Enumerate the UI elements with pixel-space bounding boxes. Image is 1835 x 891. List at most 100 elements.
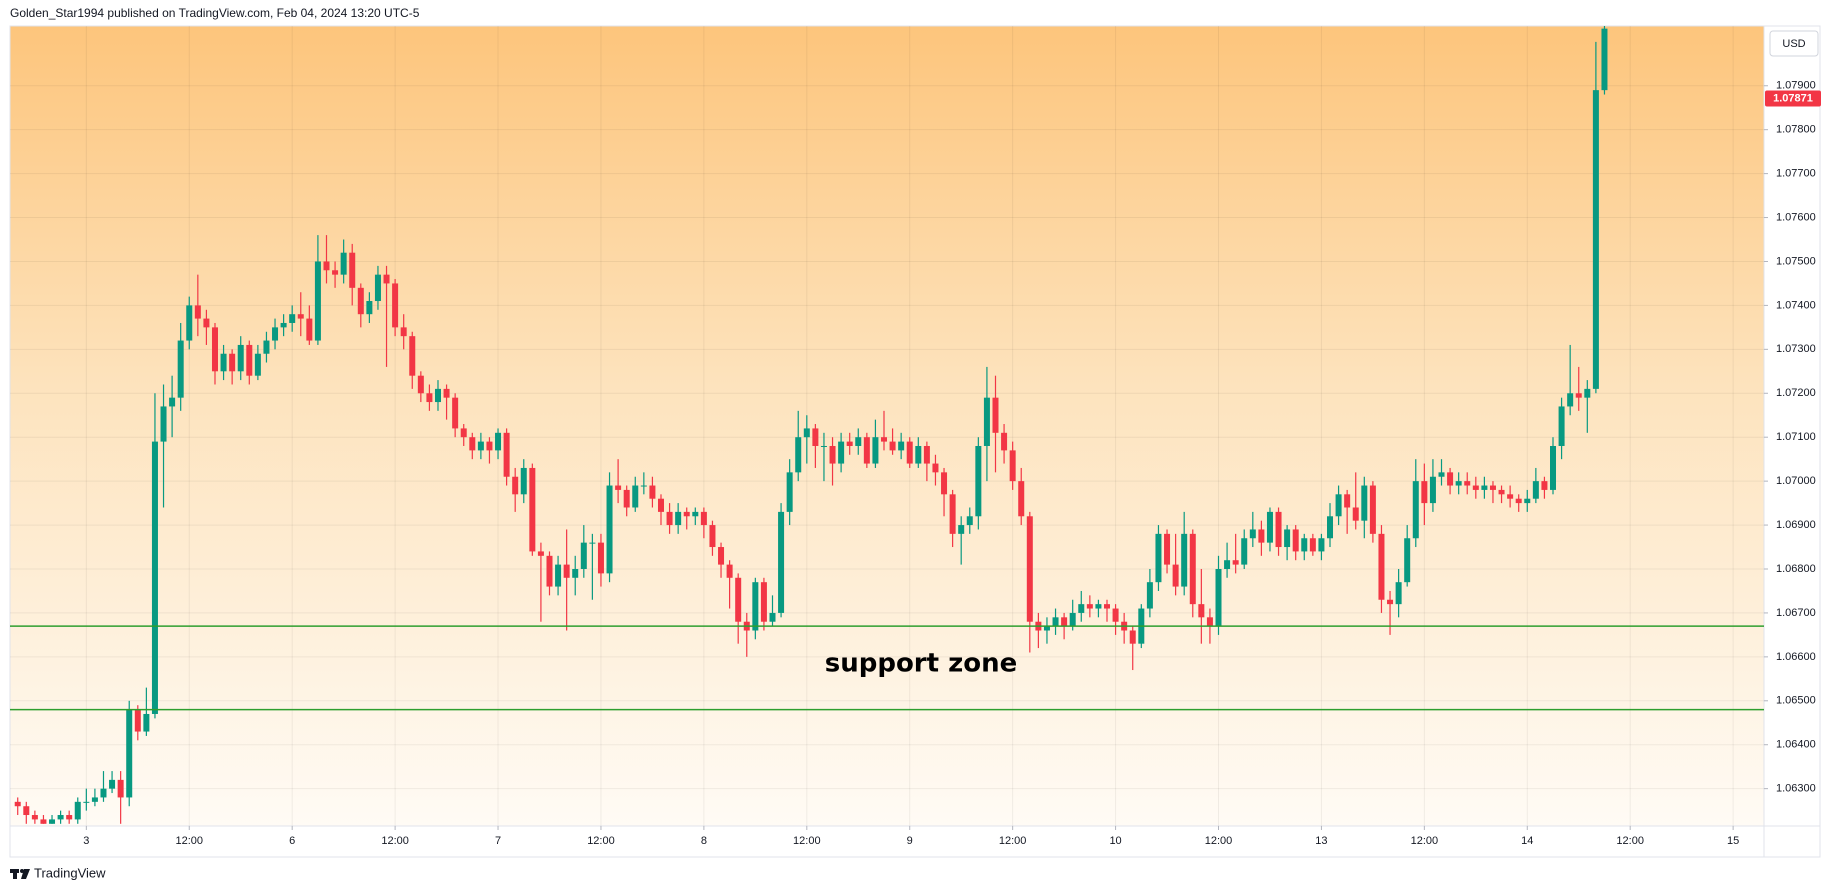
candle-body xyxy=(889,441,896,451)
candle-body xyxy=(752,582,759,631)
candle-body xyxy=(1429,476,1436,504)
candle-body xyxy=(1404,538,1411,583)
candle-body xyxy=(31,815,38,820)
candle-body xyxy=(1292,529,1299,552)
candle-body xyxy=(563,564,570,578)
candle-body xyxy=(657,498,664,512)
candle-body xyxy=(1541,481,1548,490)
candle-body xyxy=(366,301,373,315)
candle-body xyxy=(417,375,424,394)
candle-body xyxy=(829,445,836,464)
candle-body xyxy=(812,428,819,446)
candle-body xyxy=(778,511,785,613)
candle-body xyxy=(1515,498,1522,504)
candle-body xyxy=(49,819,56,824)
y-tick-label: 1.06700 xyxy=(1776,607,1816,619)
y-tick-label: 1.06300 xyxy=(1776,783,1816,795)
currency-label[interactable]: USD xyxy=(1782,38,1805,50)
candle-body xyxy=(263,340,270,354)
candle-body xyxy=(254,353,261,376)
candle-body xyxy=(1181,533,1188,587)
x-tick-label: 6 xyxy=(289,835,295,847)
x-tick-label: 10 xyxy=(1109,835,1121,847)
candle-body xyxy=(640,485,647,487)
candle-body xyxy=(117,779,124,798)
candle-body xyxy=(580,542,587,569)
candle-body xyxy=(426,393,433,403)
candle-body xyxy=(1558,406,1565,446)
candle-body xyxy=(520,467,527,495)
footer-logo xyxy=(10,869,30,879)
candle-body xyxy=(1464,481,1471,486)
candle-body xyxy=(1481,485,1488,490)
x-tick-label: 7 xyxy=(495,835,501,847)
candle-body xyxy=(941,472,948,495)
candle-body xyxy=(615,485,622,490)
candle-body xyxy=(74,801,81,820)
candle-body xyxy=(83,801,90,803)
candle-body xyxy=(597,542,604,574)
candle-body xyxy=(469,437,476,451)
footer-brand: TradingView xyxy=(34,865,106,880)
candle-body xyxy=(1498,489,1505,495)
candle-body xyxy=(1095,604,1102,609)
x-tick-label: 12:00 xyxy=(1205,835,1233,847)
y-tick-label: 1.06600 xyxy=(1776,651,1816,663)
candle-body xyxy=(314,261,321,341)
currency-button[interactable] xyxy=(1769,30,1819,57)
candle-body xyxy=(1241,538,1248,565)
candle-body xyxy=(983,397,990,446)
candle-body xyxy=(1009,450,1016,482)
x-tick-label: 12:00 xyxy=(793,835,821,847)
candle-body xyxy=(1369,485,1376,534)
candle-body xyxy=(786,472,793,512)
candle-body xyxy=(332,270,339,275)
candle-body xyxy=(434,388,441,403)
candle-body xyxy=(1421,481,1428,504)
candle-body xyxy=(383,274,390,284)
x-tick-label: 12:00 xyxy=(1411,835,1439,847)
candle-body xyxy=(769,612,776,622)
candle-body xyxy=(1550,445,1557,490)
candle-body xyxy=(898,441,905,451)
candle-body xyxy=(683,511,690,517)
byline: Golden_Star1994 published on TradingView… xyxy=(10,6,420,20)
x-tick-label: 12:00 xyxy=(175,835,203,847)
candle-body xyxy=(606,485,613,574)
candle-body xyxy=(220,353,227,372)
candle-body xyxy=(966,516,973,526)
candle-body xyxy=(1275,511,1282,548)
candle-body xyxy=(1447,472,1454,486)
candle-body xyxy=(1215,568,1222,627)
x-tick-label: 3 xyxy=(83,835,89,847)
y-tick-label: 1.06900 xyxy=(1776,519,1816,531)
candle-body xyxy=(1592,90,1599,389)
candle-body xyxy=(246,344,253,376)
candle-body xyxy=(1001,432,1008,451)
candle-body xyxy=(1378,533,1385,600)
candle-body xyxy=(512,476,519,495)
candle-body xyxy=(151,441,158,714)
candle-body xyxy=(537,551,544,556)
candle-body xyxy=(1112,608,1119,622)
candle-body xyxy=(846,441,853,446)
candle-body xyxy=(186,305,193,341)
candle-body xyxy=(1258,529,1265,543)
candle-body xyxy=(760,582,767,622)
candle-body xyxy=(357,287,364,315)
candle-body xyxy=(1352,507,1359,521)
candle-body xyxy=(692,511,699,517)
candle-body xyxy=(718,547,725,565)
candle-body xyxy=(169,397,176,407)
candle-body xyxy=(709,525,716,548)
candle-body xyxy=(477,441,484,451)
candle-body xyxy=(1232,560,1239,565)
candle-body xyxy=(975,445,982,517)
candle-body xyxy=(1146,582,1153,609)
y-tick-label: 1.07500 xyxy=(1776,255,1816,267)
candle-body xyxy=(529,467,536,552)
candle-body xyxy=(906,441,913,464)
candle-body xyxy=(1327,516,1334,539)
x-tick-label: 9 xyxy=(907,835,913,847)
